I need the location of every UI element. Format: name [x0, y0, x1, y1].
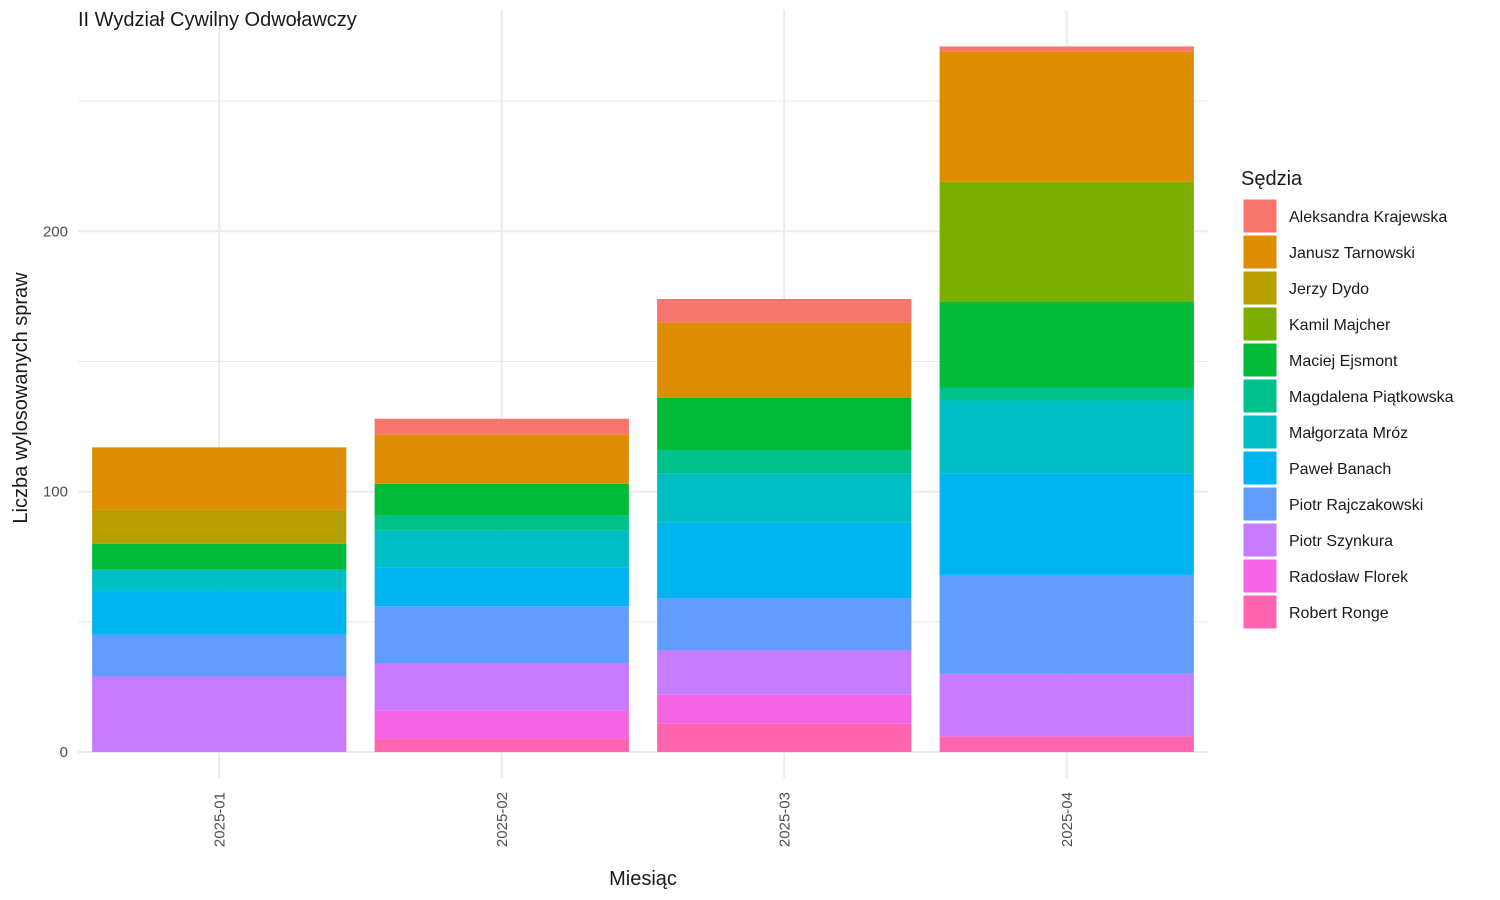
bar-segment: [657, 298, 912, 323]
y-axis-title: Liczba wylosowanych spraw: [10, 272, 32, 524]
bar-segment: [374, 567, 629, 607]
legend-key: [1242, 594, 1278, 630]
x-axis-title: Miesiąc: [609, 868, 677, 890]
y-tick-label: 0: [60, 744, 68, 761]
legend-label: Jerzy Dydo: [1289, 281, 1369, 298]
legend-key: [1242, 522, 1278, 558]
bar-segment: [92, 509, 347, 544]
bar-segment: [939, 46, 1194, 52]
y-tick-label: 100: [43, 484, 68, 501]
bar-segment: [939, 473, 1194, 575]
y-tick-label: 200: [43, 223, 68, 240]
bar-segment: [939, 400, 1194, 474]
bar-segment: [657, 694, 912, 724]
bar-segment: [374, 483, 629, 516]
bar-segment: [657, 397, 912, 450]
legend-key: [1242, 198, 1278, 234]
bar-segment: [374, 710, 629, 739]
bar-segment: [92, 634, 347, 677]
bar-segment: [939, 673, 1194, 737]
chart-title: II Wydział Cywilny Odwoławczy: [78, 9, 357, 31]
legend-key: [1242, 450, 1278, 486]
x-tick-label: 2025-02: [494, 792, 511, 847]
legend-label: Małgorzata Mróz: [1289, 425, 1408, 442]
bar-segment: [939, 736, 1194, 752]
bar-segment: [939, 51, 1194, 182]
legend-label: Robert Ronge: [1289, 605, 1389, 622]
bars: [92, 46, 1194, 752]
bar-segment: [939, 387, 1194, 401]
bar-segment: [939, 301, 1194, 388]
bar-segment: [939, 181, 1194, 302]
bar-segment: [374, 418, 629, 435]
legend-key: [1242, 234, 1278, 270]
bar-segment: [92, 569, 347, 591]
bar-segment: [92, 543, 347, 570]
legend-label: Magdalena Piątkowska: [1289, 389, 1454, 406]
legend-key: [1242, 306, 1278, 342]
bar-segment: [657, 650, 912, 695]
bar-segment: [374, 434, 629, 484]
legend-key: [1242, 558, 1278, 594]
legend-title: Sędzia: [1241, 168, 1303, 190]
bar-segment: [657, 522, 912, 599]
legend-label: Piotr Szynkura: [1289, 533, 1393, 550]
bar-segment: [374, 515, 629, 531]
bar-segment: [939, 574, 1194, 674]
bar-segment: [92, 590, 347, 635]
legend-key: [1242, 414, 1278, 450]
legend-key: [1242, 378, 1278, 414]
bar-segment: [92, 676, 347, 752]
x-tick-label: 2025-03: [776, 792, 793, 847]
legend-key: [1242, 342, 1278, 378]
bar-segment: [657, 449, 912, 474]
bar-segment: [657, 473, 912, 523]
bar-segment: [92, 447, 347, 510]
bar-segment: [374, 530, 629, 568]
bar-segment: [374, 738, 629, 752]
legend-label: Aleksandra Krajewska: [1289, 209, 1447, 226]
legend-label: Paweł Banach: [1289, 461, 1391, 478]
bar-segment: [374, 606, 629, 664]
legend-key: [1242, 270, 1278, 306]
legend-label: Piotr Rajczakowski: [1289, 497, 1423, 514]
legend-label: Kamil Majcher: [1289, 317, 1391, 334]
x-tick-label: 2025-01: [211, 792, 228, 847]
bar-segment: [657, 723, 912, 752]
legend-label: Janusz Tarnowski: [1289, 245, 1415, 262]
legend-label: Maciej Ejsmont: [1289, 353, 1398, 370]
legend-key: [1242, 486, 1278, 522]
axes: 0 100 200 2025-01 2025-02 2025-03 2025-04: [43, 223, 1076, 847]
legend: Sędzia Aleksandra Krajewska Janusz Tarnow…: [1241, 168, 1454, 630]
bar-segment: [657, 598, 912, 651]
bar-segment: [657, 322, 912, 398]
bar-segment: [374, 663, 629, 711]
legend-label: Radosław Florek: [1289, 569, 1409, 586]
x-tick-label: 2025-04: [1059, 792, 1076, 847]
